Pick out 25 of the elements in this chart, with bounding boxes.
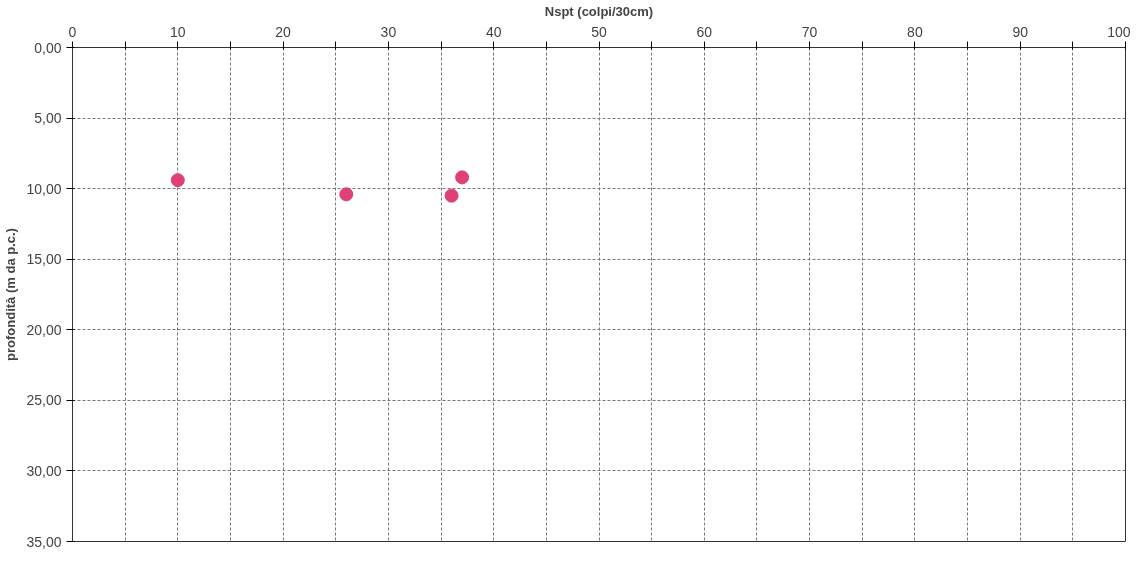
- x-tick-label: 20: [275, 23, 292, 40]
- y-tick-label: 30,00: [26, 462, 62, 479]
- x-tick-label: 50: [591, 23, 607, 40]
- y-tick-label: 15,00: [26, 251, 62, 268]
- point: [170, 173, 185, 188]
- x-tick-label: 10: [170, 23, 186, 40]
- x-tick-label: 60: [696, 23, 713, 40]
- x-tick-label: 100: [1107, 23, 1131, 40]
- y-tick-label: 35,00: [26, 533, 62, 550]
- point: [455, 170, 470, 185]
- x-axis-title: Nspt (colpi/30cm): [544, 3, 654, 19]
- y-tick-label: 10,00: [26, 180, 62, 197]
- point: [444, 188, 459, 203]
- x-tick-label: 40: [485, 23, 502, 40]
- y-tick-label: 20,00: [26, 321, 62, 338]
- y-axis-title: profondità (m da p.c.): [3, 228, 19, 361]
- y-tick-label: 0,00: [34, 39, 62, 56]
- x-tick-label: 90: [1012, 23, 1029, 40]
- point: [339, 187, 354, 202]
- x-tick-label: 0: [68, 23, 77, 40]
- x-tick-label: 30: [380, 23, 397, 40]
- x-tick-label: 70: [801, 23, 818, 40]
- y-tick-label: 25,00: [26, 392, 62, 409]
- x-tick-label: 80: [907, 23, 923, 40]
- y-tick-label: 5,00: [34, 110, 62, 127]
